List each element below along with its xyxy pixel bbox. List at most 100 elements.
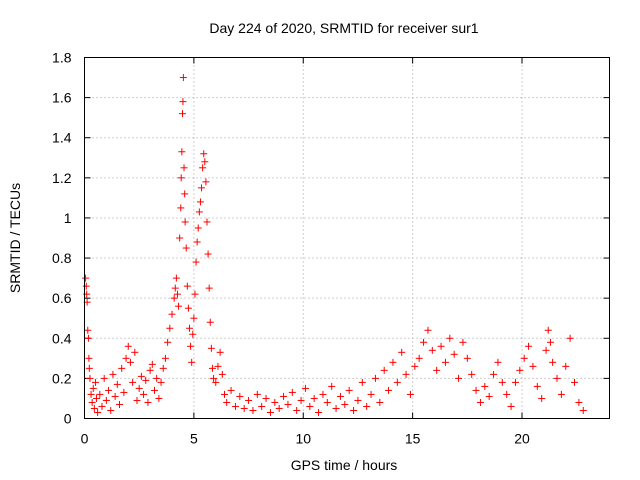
data-point: [221, 390, 228, 398]
data-point: [363, 402, 371, 410]
data-point: [107, 406, 115, 414]
data-point: [236, 392, 244, 400]
data-point: [198, 184, 206, 192]
data-point: [507, 402, 515, 410]
data-point: [345, 386, 353, 394]
plot-frame: [84, 57, 610, 419]
data-point: [201, 158, 209, 166]
data-point: [84, 326, 92, 334]
data-point: [367, 390, 375, 398]
data-point: [472, 386, 480, 394]
data-point: [177, 174, 185, 182]
data-point: [124, 342, 132, 350]
data-point: [240, 404, 248, 412]
data-point: [262, 394, 270, 402]
data-point: [544, 326, 552, 334]
data-point: [188, 358, 196, 366]
data-point: [358, 378, 366, 386]
y-tick-label: 1.2: [52, 170, 72, 186]
data-point: [171, 284, 179, 292]
data-point: [288, 388, 296, 396]
data-point: [446, 334, 454, 342]
data-point: [195, 208, 203, 216]
data-point: [192, 258, 200, 266]
data-point: [196, 198, 204, 206]
data-point: [415, 354, 423, 362]
data-point: [428, 346, 436, 354]
data-point: [151, 386, 158, 394]
x-tick-label: 5: [190, 431, 198, 447]
data-point: [402, 370, 410, 378]
chart-title: Day 224 of 2020, SRMTID for receiver sur…: [209, 20, 478, 36]
data-point: [137, 372, 145, 380]
data-point: [549, 358, 557, 366]
data-point: [579, 406, 587, 414]
data-point: [253, 390, 261, 398]
data-point: [200, 150, 208, 158]
data-point: [88, 398, 96, 406]
data-point: [157, 378, 165, 386]
data-point: [118, 364, 126, 372]
y-tick-label: 1.4: [52, 130, 72, 146]
data-point: [153, 374, 161, 382]
data-point: [186, 324, 193, 332]
data-points: [82, 74, 587, 416]
data-point: [120, 388, 128, 396]
data-point: [494, 358, 502, 366]
data-point: [389, 358, 397, 366]
data-point: [380, 366, 388, 374]
data-point: [216, 348, 224, 356]
data-point: [96, 390, 104, 398]
data-point: [129, 378, 137, 386]
data-point: [172, 274, 180, 282]
data-point: [420, 338, 428, 346]
data-point: [301, 384, 309, 392]
y-axis: 0 0.2 0.4 0.6 0.8 1 1.2 1.4 1.6 1.8: [52, 50, 610, 427]
data-point: [433, 366, 441, 374]
data-point: [424, 326, 432, 334]
data-point: [131, 348, 139, 356]
data-point: [271, 398, 279, 406]
data-point: [203, 218, 211, 226]
data-point: [571, 378, 578, 386]
data-point: [406, 390, 414, 398]
data-point: [376, 398, 384, 406]
data-point: [231, 402, 239, 410]
data-point: [184, 304, 192, 312]
data-point: [148, 360, 156, 368]
data-point: [181, 190, 189, 198]
data-point: [546, 338, 554, 346]
data-point: [319, 390, 327, 398]
data-point: [553, 374, 561, 382]
x-tick-label: 15: [405, 431, 421, 447]
data-point: [178, 148, 186, 156]
data-point: [164, 338, 172, 346]
data-point: [146, 366, 154, 374]
data-point: [275, 404, 283, 412]
data-point: [293, 406, 301, 414]
data-point: [328, 382, 336, 390]
data-point: [341, 400, 349, 408]
data-point: [437, 342, 445, 350]
data-point: [202, 178, 210, 186]
data-point: [109, 370, 117, 378]
y-tick-label: 0.6: [52, 290, 72, 306]
data-point: [459, 338, 467, 346]
x-tick-label: 0: [81, 431, 89, 447]
data-point: [336, 392, 344, 400]
data-point: [463, 354, 471, 362]
data-point: [503, 390, 511, 398]
data-point: [126, 358, 134, 366]
x-axis-label: GPS time / hours: [291, 457, 398, 473]
data-point: [159, 364, 167, 372]
y-tick-label: 0: [64, 411, 72, 427]
data-point: [411, 362, 419, 370]
data-point: [323, 398, 331, 406]
x-axis: 0 5 10 15 20: [81, 57, 530, 447]
data-point: [177, 204, 185, 212]
data-point: [173, 290, 181, 298]
data-point: [166, 324, 174, 332]
data-point: [212, 378, 220, 386]
data-point: [170, 294, 178, 302]
